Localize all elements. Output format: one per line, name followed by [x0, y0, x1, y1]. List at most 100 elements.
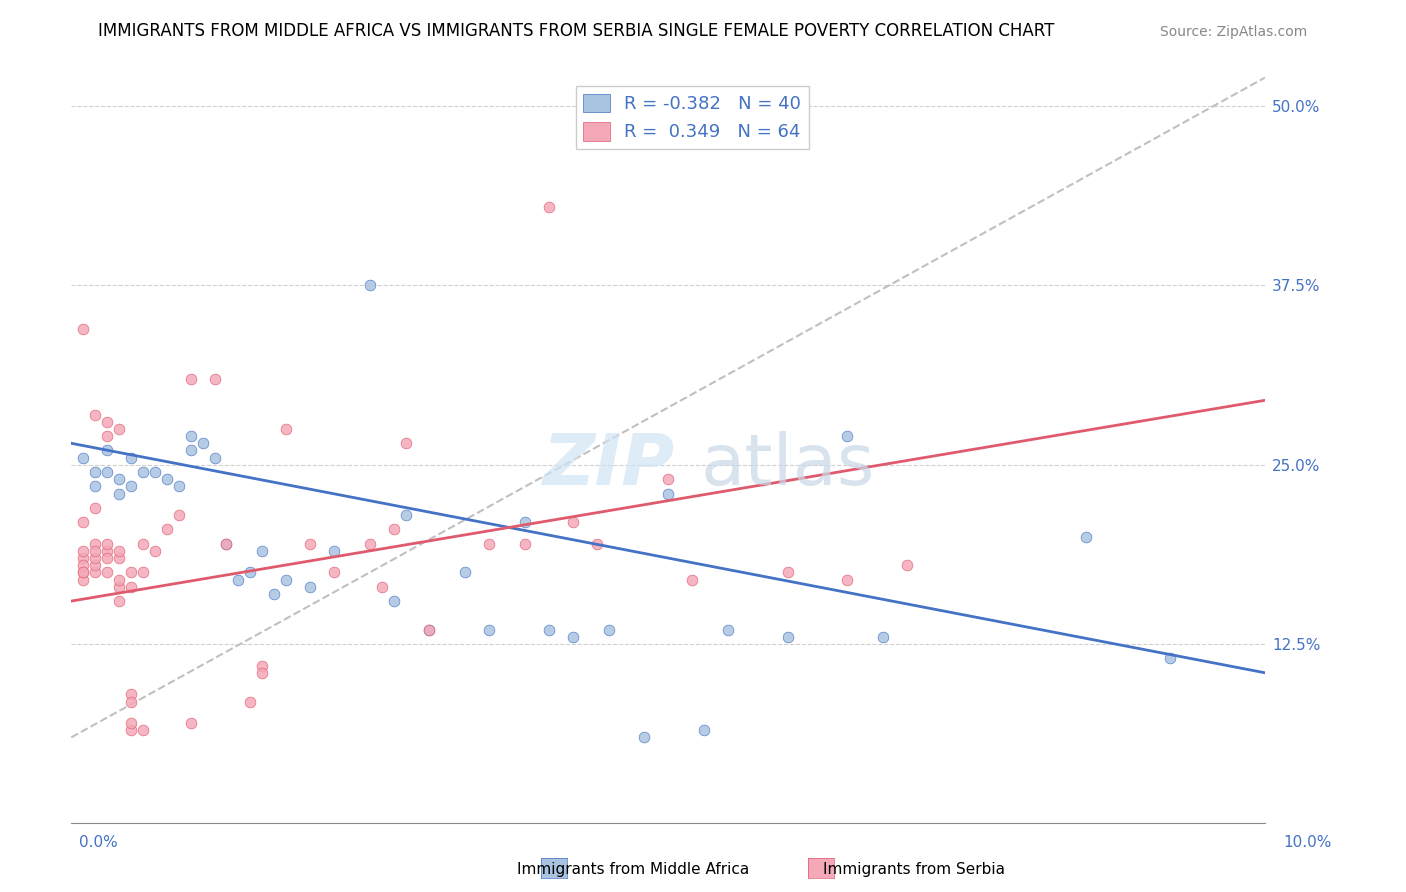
Point — [252, 658, 274, 673]
Point — [120, 687, 142, 701]
Point — [72, 450, 94, 465]
Point — [478, 623, 501, 637]
Legend: R = -0.382   N = 40, R =  0.349   N = 64: R = -0.382 N = 40, R = 0.349 N = 64 — [575, 87, 808, 149]
Point — [72, 551, 94, 566]
Point — [72, 573, 94, 587]
Point — [132, 465, 155, 479]
Point — [167, 479, 190, 493]
Text: 0.0%: 0.0% — [79, 836, 118, 850]
Point — [215, 537, 238, 551]
Point — [84, 500, 107, 515]
Text: IMMIGRANTS FROM MIDDLE AFRICA VS IMMIGRANTS FROM SERBIA SINGLE FEMALE POVERTY CO: IMMIGRANTS FROM MIDDLE AFRICA VS IMMIGRA… — [98, 21, 1054, 39]
Point — [84, 551, 107, 566]
Point — [394, 508, 416, 522]
Point — [394, 436, 416, 450]
Point — [108, 551, 131, 566]
Point — [537, 623, 560, 637]
Point — [180, 716, 202, 731]
Point — [96, 429, 118, 443]
Point — [120, 450, 142, 465]
Point — [359, 278, 381, 293]
Point — [84, 566, 107, 580]
Text: Immigrants from Middle Africa: Immigrants from Middle Africa — [516, 863, 749, 877]
Point — [108, 594, 131, 608]
Text: Source: ZipAtlas.com: Source: ZipAtlas.com — [1160, 25, 1308, 38]
Point — [837, 573, 859, 587]
Point — [180, 429, 202, 443]
Point — [120, 723, 142, 738]
Point — [418, 623, 440, 637]
Point — [633, 731, 655, 745]
Text: ZIP: ZIP — [543, 431, 675, 500]
Point — [120, 566, 142, 580]
Point — [96, 566, 118, 580]
Point — [108, 580, 131, 594]
Point — [681, 573, 703, 587]
Point — [537, 200, 560, 214]
Point — [598, 623, 620, 637]
Point — [252, 665, 274, 680]
Point — [156, 522, 179, 536]
Point — [84, 479, 107, 493]
Point — [561, 515, 583, 529]
Point — [143, 544, 166, 558]
Point — [370, 580, 392, 594]
Point — [276, 422, 298, 436]
Point — [108, 472, 131, 486]
Point — [96, 415, 118, 429]
Text: atlas: atlas — [700, 431, 875, 500]
Point — [108, 422, 131, 436]
Point — [513, 515, 536, 529]
Point — [717, 623, 740, 637]
Point — [180, 372, 202, 386]
Point — [263, 587, 285, 601]
Point — [478, 537, 501, 551]
Point — [84, 537, 107, 551]
Point — [84, 408, 107, 422]
Point — [657, 472, 679, 486]
Point — [299, 580, 322, 594]
Point — [96, 551, 118, 566]
Point — [143, 465, 166, 479]
Point — [96, 443, 118, 458]
Point — [132, 537, 155, 551]
Point — [418, 623, 440, 637]
Point — [215, 537, 238, 551]
Point — [228, 573, 250, 587]
Point — [276, 573, 298, 587]
Point — [657, 486, 679, 500]
Point — [72, 566, 94, 580]
Point — [180, 443, 202, 458]
Point — [108, 573, 131, 587]
Text: Immigrants from Serbia: Immigrants from Serbia — [823, 863, 1005, 877]
Point — [120, 479, 142, 493]
Point — [239, 694, 262, 708]
Point — [776, 630, 799, 644]
Point — [84, 465, 107, 479]
Point — [120, 716, 142, 731]
Point — [156, 472, 179, 486]
Point — [132, 566, 155, 580]
Point — [108, 544, 131, 558]
Point — [204, 450, 226, 465]
Point — [454, 566, 477, 580]
Point — [96, 544, 118, 558]
Point — [204, 372, 226, 386]
Point — [72, 515, 94, 529]
Point — [72, 321, 94, 335]
Point — [693, 723, 716, 738]
Point — [585, 537, 607, 551]
Point — [239, 566, 262, 580]
Point — [84, 558, 107, 573]
Point — [108, 486, 131, 500]
Point — [837, 429, 859, 443]
Point — [561, 630, 583, 644]
Point — [72, 544, 94, 558]
Point — [896, 558, 918, 573]
Point — [872, 630, 894, 644]
Point — [96, 537, 118, 551]
Point — [322, 544, 344, 558]
Point — [382, 522, 405, 536]
Point — [322, 566, 344, 580]
Point — [1159, 651, 1181, 665]
